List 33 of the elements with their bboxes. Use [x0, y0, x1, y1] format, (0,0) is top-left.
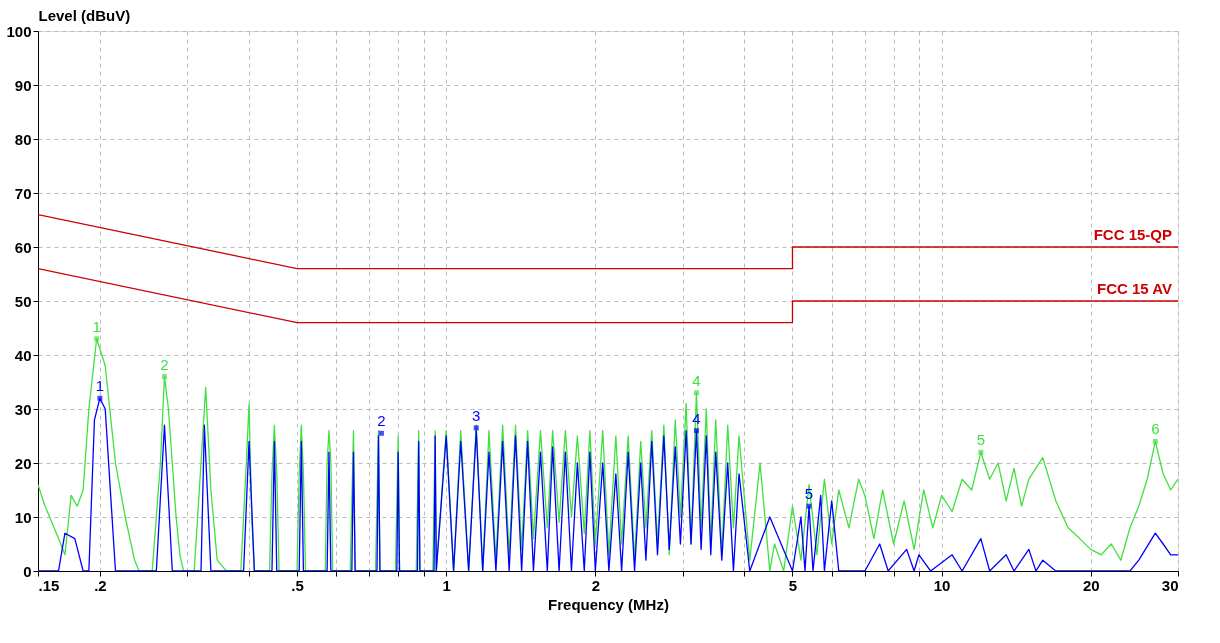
- y-tick-label: 10: [14, 508, 32, 526]
- series-label: FCC 15-QP: [1093, 226, 1172, 243]
- x-tick-label: 5: [788, 576, 798, 594]
- y-tick-label: 30: [14, 400, 32, 418]
- y-tick-label: 60: [14, 238, 32, 256]
- annotation: 4: [692, 371, 701, 389]
- y-tick-label: 90: [14, 76, 32, 94]
- annotation: 1: [95, 377, 105, 395]
- y-tick-label: 100: [6, 22, 32, 40]
- y-axis-title: Level (dBuV): [38, 6, 131, 24]
- annotation: 2: [160, 355, 169, 373]
- annotation: 3: [472, 406, 481, 424]
- y-tick-label: 20: [14, 454, 32, 472]
- y-tick-label: 40: [14, 346, 32, 364]
- x-tick-label: .15: [38, 576, 60, 594]
- y-tick-label: 0: [23, 562, 32, 580]
- series-label: FCC 15 AV: [1096, 280, 1172, 297]
- x-tick-label: .5: [291, 576, 304, 594]
- annotation: 5: [976, 431, 986, 449]
- y-tick-label: 70: [14, 184, 32, 202]
- x-tick-label: 2: [591, 576, 600, 594]
- y-tick-label: 80: [14, 130, 32, 148]
- annotation: 1: [92, 317, 101, 335]
- annotation: 5: [804, 485, 814, 503]
- x-tick-label: 30: [1161, 576, 1179, 594]
- annotation: 2: [377, 412, 386, 430]
- annotation: 6: [1151, 420, 1160, 438]
- x-tick-label: 10: [933, 576, 951, 594]
- x-axis-title: Frequency (MHz): [548, 595, 669, 613]
- x-tick-label: .2: [94, 576, 107, 594]
- x-tick-label: 1: [442, 576, 451, 594]
- x-tick-label: 20: [1082, 576, 1100, 594]
- y-tick-label: 50: [14, 292, 32, 310]
